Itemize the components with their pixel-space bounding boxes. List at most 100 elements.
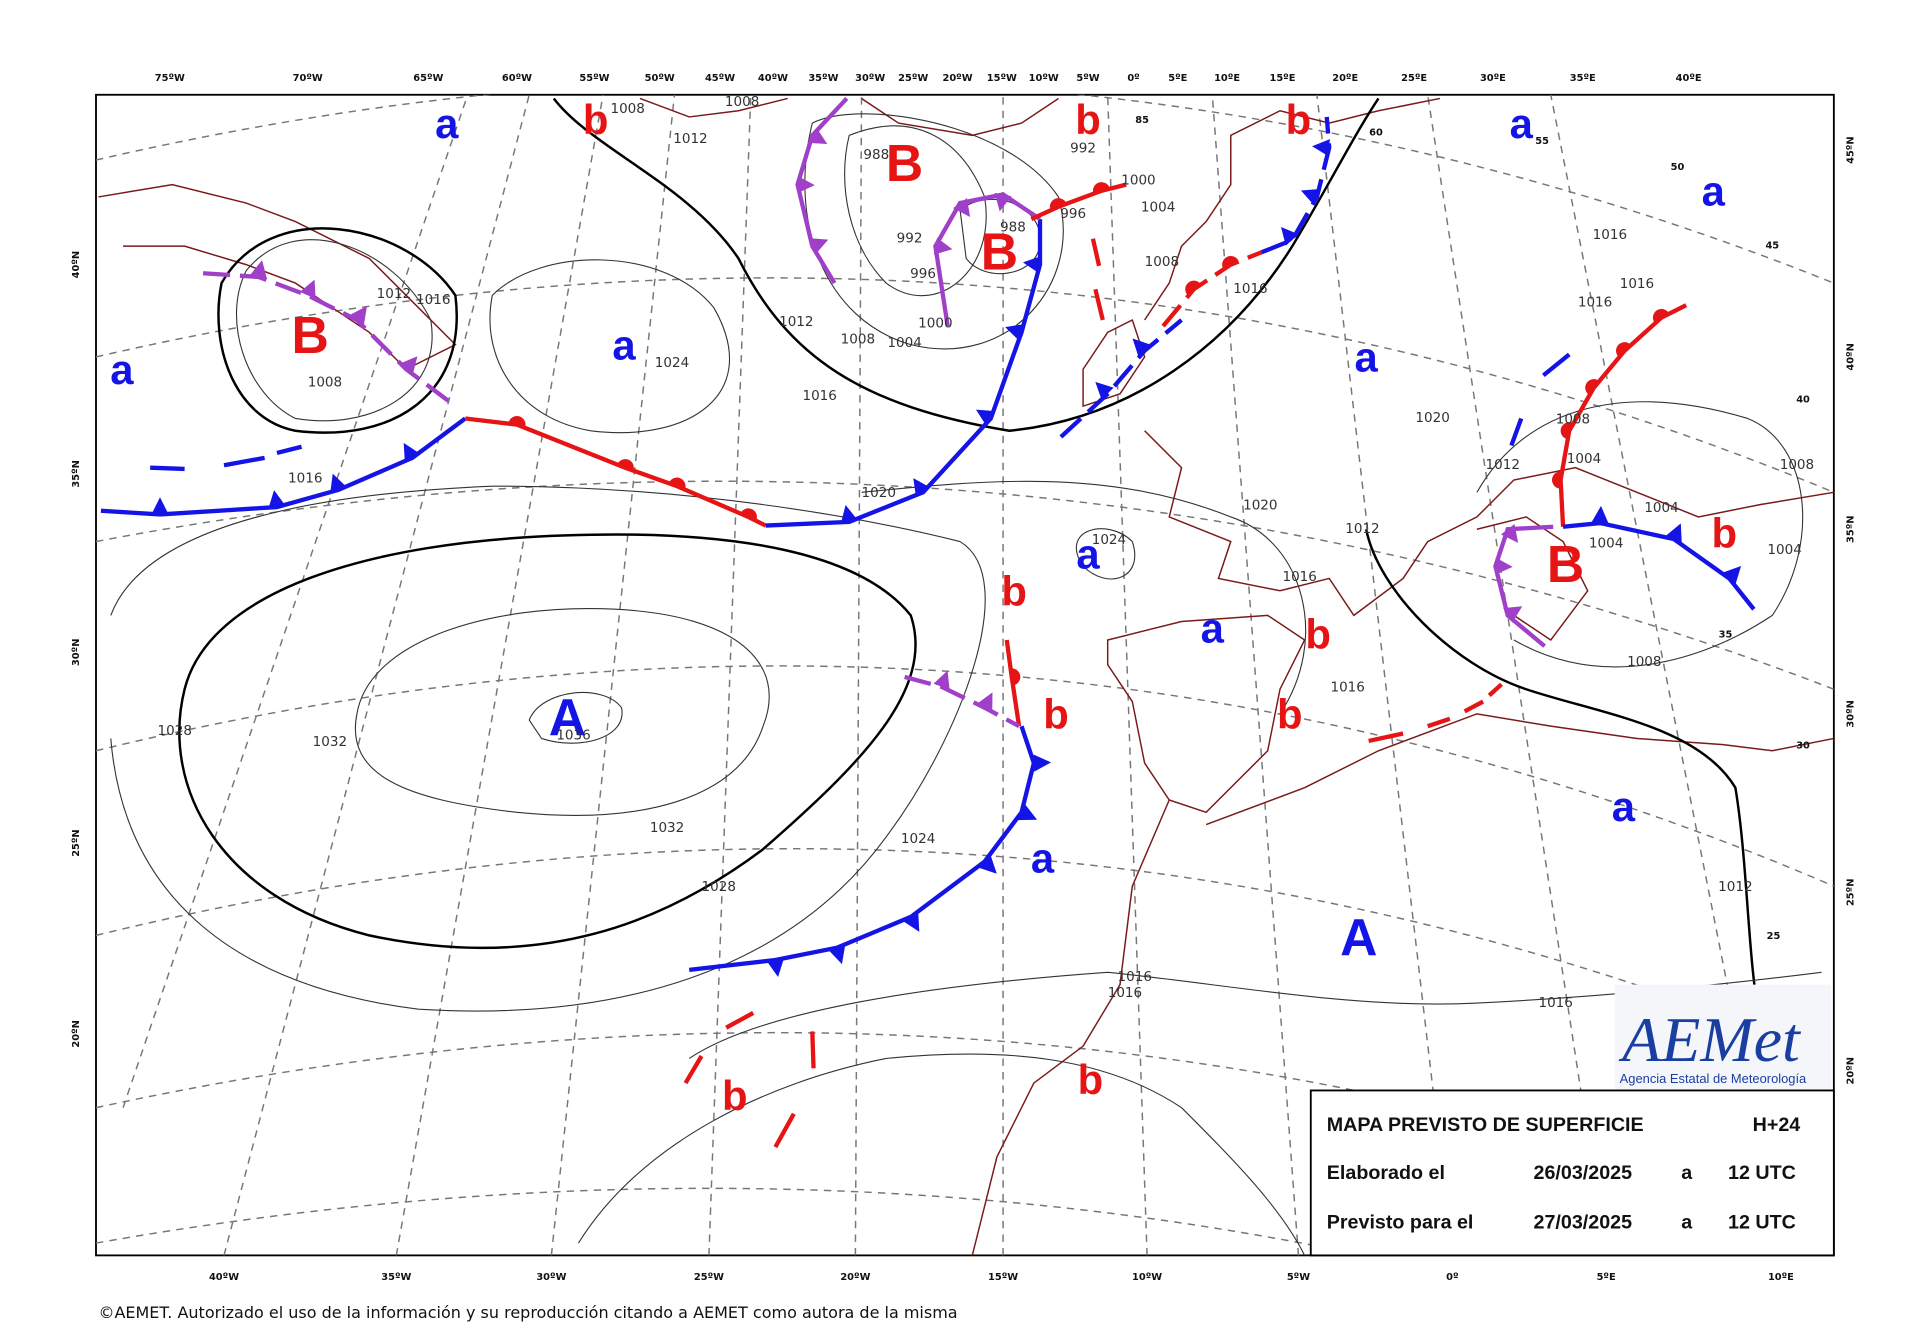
grid-label: 50 — [1671, 162, 1685, 173]
top-longitude: 5ºE — [1168, 73, 1187, 84]
pressure-center: a — [435, 100, 459, 147]
pressure-center: B — [1547, 535, 1584, 593]
info-forecast: H+24 — [1753, 1114, 1801, 1136]
grid-label: 45 — [1765, 241, 1779, 252]
top-longitude: 40ºW — [758, 73, 788, 84]
cold-front — [688, 725, 1052, 978]
isobar-label: 1008 — [1627, 654, 1661, 670]
logo: AEMet Agencia Estatal de Meteorología — [1614, 984, 1832, 1091]
pressure-center: a — [1201, 604, 1225, 651]
isobar-label: 1036 — [556, 728, 590, 744]
pressure-center: b — [1277, 691, 1303, 738]
pressure-center: A — [549, 688, 586, 746]
top-longitude: 65ºW — [413, 73, 443, 84]
left-latitude: 30ºN — [71, 639, 82, 666]
isobar-label: 1028 — [158, 723, 192, 739]
pressure-center: b — [1286, 96, 1312, 143]
top-longitude: 75ºW — [155, 73, 185, 84]
isobar-label: 1028 — [702, 879, 736, 895]
bottom-longitude: 40ºW — [209, 1272, 239, 1283]
info-label: Previsto para el — [1327, 1211, 1474, 1233]
bottom-longitude: 0º — [1446, 1272, 1458, 1283]
isobar-label: 1008 — [841, 331, 875, 347]
top-longitude: 70ºW — [293, 73, 323, 84]
grid-label: 35 — [1719, 630, 1733, 641]
isobar-label: 1012 — [1718, 879, 1752, 895]
grid-label: 40 — [1796, 394, 1810, 405]
cold-front — [1260, 116, 1332, 255]
top-longitude: 20ºE — [1332, 73, 1358, 84]
warm-front — [464, 416, 767, 528]
pressure-center: a — [1076, 531, 1100, 578]
isobar-label: 1020 — [1415, 410, 1449, 426]
left-latitude: 35ºN — [71, 460, 82, 487]
map-layers — [96, 94, 1834, 1256]
isobar-label: 992 — [1070, 141, 1096, 157]
cold-front — [1562, 505, 1756, 611]
bottom-longitude: 5ºE — [1597, 1272, 1616, 1283]
labels: 75ºW 70ºW 65ºW 60ºW 55ºW 50ºW 45ºW 40ºW 35ºW 30ºW… — [71, 73, 1857, 1283]
top-longitude: 25ºW — [898, 73, 928, 84]
occluded-front — [795, 96, 849, 285]
isobar-label: 1004 — [1141, 200, 1175, 216]
cold-front — [100, 416, 467, 517]
isobar-label: 988 — [863, 147, 889, 163]
grid-label: 85 — [1135, 115, 1149, 126]
top-longitude: 40ºE — [1676, 73, 1702, 84]
bottom-longitude: 5ºW — [1287, 1272, 1310, 1283]
pressure-center: a — [1031, 835, 1055, 882]
grid-label: 25 — [1767, 931, 1781, 942]
isobar-label: 1008 — [1145, 254, 1179, 270]
left-latitude: 40ºN — [71, 251, 82, 278]
isobar-label: 1032 — [650, 820, 684, 836]
isobar-label: 1024 — [901, 831, 935, 847]
grid-label: 30 — [1796, 740, 1810, 751]
grid-label: 55 — [1535, 136, 1549, 147]
isobar-label: 1012 — [673, 131, 707, 147]
info-time: 12 UTC — [1728, 1211, 1796, 1233]
pressure-center: b — [583, 96, 609, 143]
occluded-front — [1493, 524, 1554, 648]
isobar-label: 1004 — [1589, 536, 1623, 552]
right-latitude: 40ºN — [1846, 343, 1857, 370]
logo-subtitle: Agencia Estatal de Meteorología — [1620, 1071, 1807, 1086]
pressure-center: b — [1001, 568, 1027, 615]
isobar-label: 996 — [1060, 206, 1086, 222]
top-longitude: 10ºW — [1029, 73, 1059, 84]
left-latitude: 25ºN — [71, 829, 82, 856]
warm-front — [1030, 182, 1127, 222]
pressure-center: B — [886, 134, 923, 192]
info-box-frame — [1309, 1089, 1835, 1257]
top-longitude: 45ºW — [705, 73, 735, 84]
top-longitude: 5ºW — [1076, 73, 1099, 84]
top-longitude: 55ºW — [579, 73, 609, 84]
isobar-label: 1016 — [1108, 985, 1142, 1001]
pressure-center: a — [1612, 783, 1636, 830]
isobar-label: 1032 — [313, 734, 347, 750]
logo-name: AEMet — [1618, 1004, 1802, 1075]
isobar-label: 1000 — [1121, 173, 1155, 189]
top-longitude: 50ºW — [645, 73, 675, 84]
right-latitude: 25ºN — [1846, 879, 1857, 906]
right-latitude: 35ºN — [1846, 516, 1857, 543]
isobar-label: 1008 — [610, 101, 644, 117]
fronts — [100, 96, 1756, 1149]
pressure-center: a — [110, 346, 134, 393]
info-date: 27/03/2025 — [1534, 1211, 1633, 1233]
top-longitude: 35ºW — [808, 73, 838, 84]
isobar-label: 1016 — [1282, 569, 1316, 585]
isobar-label: 1004 — [1767, 542, 1801, 558]
isobar-label: 1008 — [1780, 457, 1814, 473]
info-box: MAPA PREVISTO DE SUPERFICIE H+24 Elabora… — [1309, 1089, 1835, 1257]
isobar-label: 1016 — [802, 388, 836, 404]
isobar-label: 1016 — [1330, 680, 1364, 696]
cold-front — [1059, 318, 1183, 439]
info-time: 12 UTC — [1728, 1162, 1796, 1184]
top-longitude: 35ºE — [1570, 73, 1596, 84]
isobar-label: 1012 — [1486, 457, 1520, 473]
occluded-front — [202, 260, 457, 408]
isobar-label: 1016 — [1118, 969, 1152, 985]
occluded-front — [933, 192, 1042, 327]
